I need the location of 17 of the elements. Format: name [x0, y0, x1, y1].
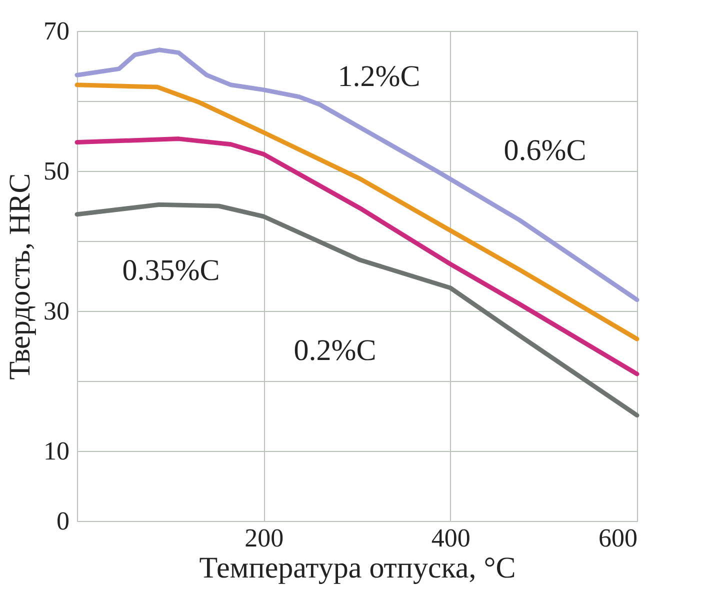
- y-tick-label: 50: [44, 156, 70, 186]
- y-tick-label: 10: [44, 436, 70, 466]
- annotation: 0.35%C: [122, 254, 220, 287]
- y-tick-label: 0: [56, 506, 70, 536]
- x-axis-title: Температура отпуска, °C: [199, 552, 516, 584]
- y-tick-label: 30: [44, 296, 70, 326]
- x-tick-label: 400: [431, 524, 470, 552]
- annotation: 1.2%C: [338, 60, 420, 93]
- line-series: [74, 136, 640, 376]
- line-series: [74, 48, 640, 302]
- x-tick-label: 200: [244, 524, 284, 552]
- y-tick-label: 70: [44, 16, 70, 46]
- x-tick-label: 600: [598, 524, 638, 552]
- annotation: 0.6%C: [504, 134, 586, 167]
- y-axis-title: Твердость, HRC: [4, 173, 36, 380]
- line-series: [74, 202, 640, 418]
- annotation: 0.2%C: [294, 334, 376, 367]
